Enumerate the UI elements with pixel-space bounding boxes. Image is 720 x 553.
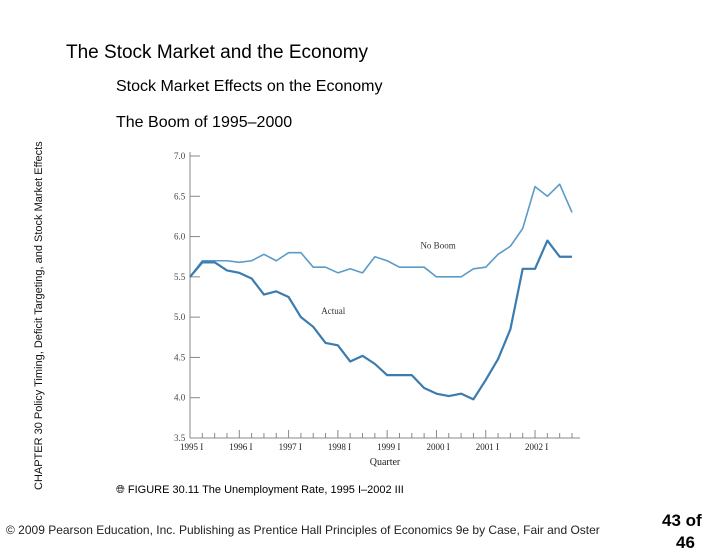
x-tick-label: 1995 I [180,442,203,452]
y-tick-label: 4.5 [174,352,186,362]
y-tick-label: 6.5 [174,191,186,201]
x-tick-label: 1998 I [328,442,351,452]
figure-caption-text: The Unemployment Rate, 1995 I–2002 III [202,484,404,496]
figure-caption: 🌐︎ FIGURE 30.11 The Unemployment Rate, 1… [116,484,404,497]
x-tick-label: 1999 I [377,442,400,452]
figure-number: FIGURE 30.11 [127,484,200,496]
chapter-side-label: CHAPTER 30 Policy Timing, Deficit Target… [33,141,45,490]
series-label-no-boom: No Boom [420,241,455,251]
globe-icon: 🌐︎ [116,484,125,496]
x-tick-label: 1997 I [279,442,302,452]
y-tick-label: 5.0 [174,312,186,322]
series-line-no-boom [189,183,573,278]
x-tick-label: 2001 I [476,442,499,452]
y-tick-label: 3.5 [174,433,186,443]
y-tick-label: 5.5 [174,272,186,282]
slide-subtitle: Stock Market Effects on the Economy [116,78,383,95]
copyright-footer: © 2009 Pearson Education, Inc. Publishin… [6,523,600,537]
y-tick-label: 4.0 [174,393,186,403]
series-label-actual: Actual [321,306,345,316]
chart-labels: No Boom Actual [321,241,455,316]
series-line-actual [189,239,572,401]
slide-subsubtitle: The Boom of 1995–2000 [116,114,293,131]
slide-title: The Stock Market and the Economy [66,42,369,63]
page-number: 43 of [662,511,702,530]
y-tick-label: 6.0 [174,232,186,242]
chart-series [189,183,573,401]
x-tick-label: 2002 I [525,442,548,452]
x-tick-label: 2000 I [426,442,449,452]
x-tick-label: 1996 I [229,442,252,452]
page-number-continued: 46 [676,533,695,552]
x-axis-label: Quarter [370,457,401,468]
y-tick-label: 7.0 [174,151,186,161]
